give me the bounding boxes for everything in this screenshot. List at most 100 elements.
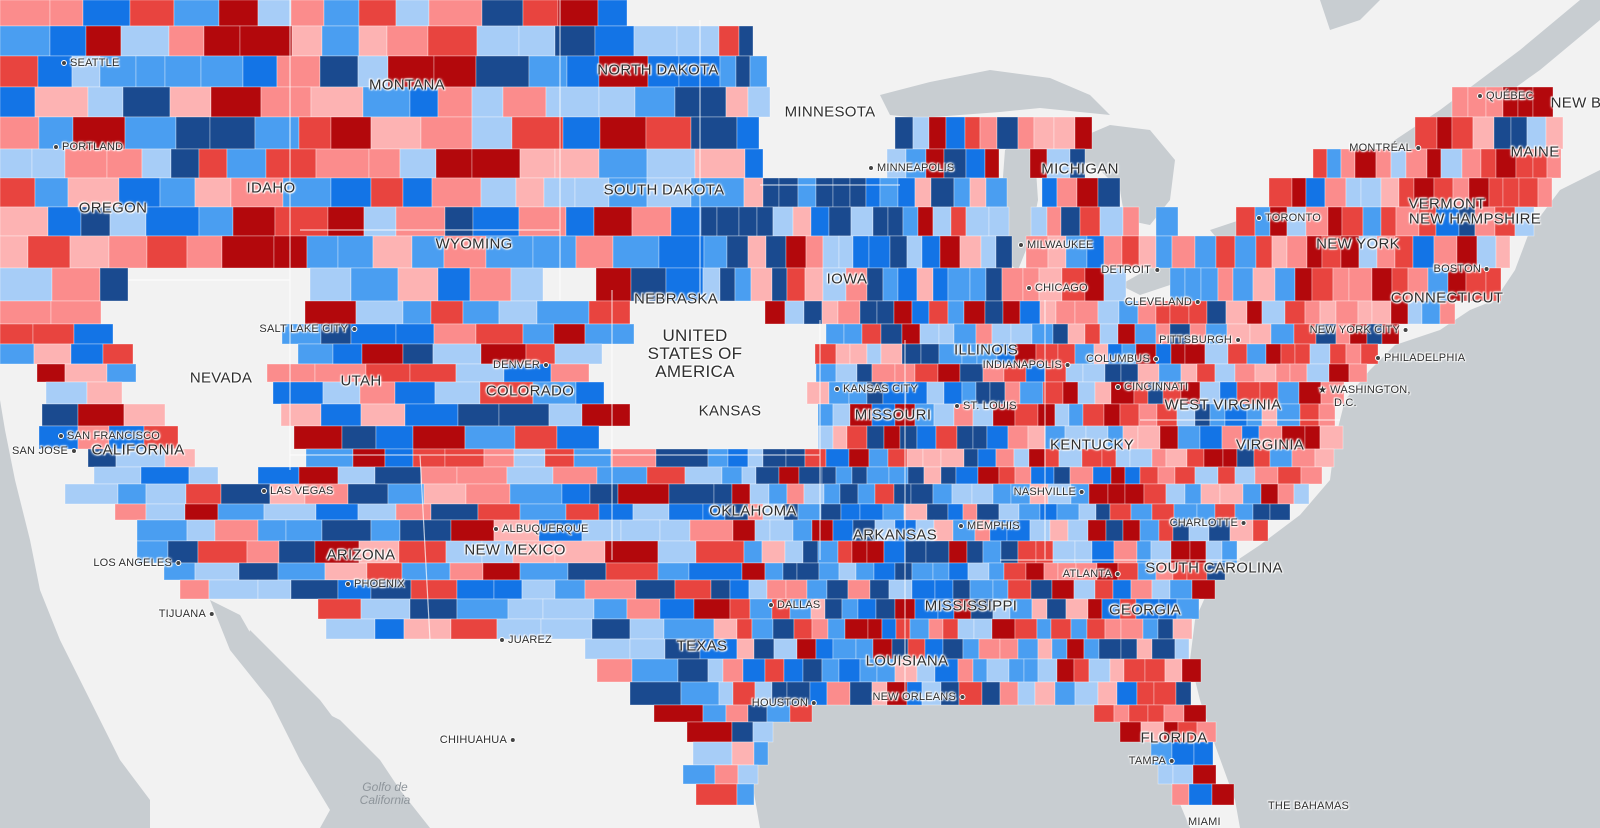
- county-polygon[interactable]: [899, 425, 918, 450]
- county-polygon[interactable]: [845, 267, 868, 302]
- county-polygon[interactable]: [67, 177, 120, 208]
- county-polygon[interactable]: [992, 483, 1012, 505]
- county-polygon[interactable]: [1232, 267, 1254, 302]
- county-polygon[interactable]: [214, 519, 259, 542]
- county-polygon[interactable]: [620, 519, 661, 542]
- county-polygon[interactable]: [1155, 300, 1171, 325]
- county-polygon[interactable]: [1340, 235, 1360, 269]
- county-polygon[interactable]: [1037, 638, 1053, 660]
- county-polygon[interactable]: [975, 381, 991, 405]
- county-polygon[interactable]: [1234, 235, 1257, 269]
- county-polygon[interactable]: [594, 25, 635, 57]
- county-polygon[interactable]: [1067, 519, 1089, 542]
- county-polygon[interactable]: [124, 116, 177, 150]
- county-polygon[interactable]: [1014, 343, 1037, 365]
- county-polygon[interactable]: [725, 86, 749, 118]
- county-polygon[interactable]: [893, 483, 912, 505]
- county-polygon[interactable]: [257, 466, 300, 485]
- county-polygon[interactable]: [1280, 343, 1296, 365]
- county-polygon[interactable]: [947, 267, 971, 302]
- county-polygon[interactable]: [907, 638, 926, 660]
- county-polygon[interactable]: [115, 448, 166, 468]
- county-polygon[interactable]: [1184, 267, 1202, 302]
- county-polygon[interactable]: [1029, 519, 1051, 542]
- county-polygon[interactable]: [1053, 466, 1071, 485]
- county-polygon[interactable]: [290, 579, 339, 600]
- county-polygon[interactable]: [852, 235, 870, 269]
- county-polygon[interactable]: [797, 503, 822, 521]
- county-polygon[interactable]: [914, 403, 935, 427]
- county-polygon[interactable]: [631, 658, 679, 683]
- county-polygon[interactable]: [1204, 343, 1229, 365]
- county-polygon[interactable]: [866, 381, 884, 405]
- county-polygon[interactable]: [766, 579, 787, 600]
- county-polygon[interactable]: [510, 267, 544, 302]
- county-polygon[interactable]: [363, 206, 397, 237]
- county-polygon[interactable]: [969, 579, 994, 600]
- county-polygon[interactable]: [145, 483, 187, 505]
- county-polygon[interactable]: [1194, 466, 1219, 485]
- county-polygon[interactable]: [802, 540, 819, 564]
- county-polygon[interactable]: [444, 206, 474, 237]
- county-polygon[interactable]: [1096, 562, 1119, 581]
- county-polygon[interactable]: [399, 519, 452, 542]
- county-polygon[interactable]: [232, 206, 276, 237]
- county-polygon[interactable]: [1008, 658, 1025, 683]
- county-polygon[interactable]: [1435, 206, 1460, 237]
- county-polygon[interactable]: [742, 658, 766, 683]
- county-polygon[interactable]: [1241, 425, 1260, 450]
- county-polygon[interactable]: [938, 343, 963, 365]
- county-polygon[interactable]: [886, 148, 907, 179]
- county-polygon[interactable]: [1025, 562, 1045, 581]
- county-polygon[interactable]: [926, 381, 945, 405]
- county-polygon[interactable]: [689, 519, 734, 542]
- county-polygon[interactable]: [358, 0, 397, 27]
- county-polygon[interactable]: [27, 235, 71, 269]
- county-polygon[interactable]: [185, 483, 222, 505]
- county-polygon[interactable]: [1281, 425, 1306, 450]
- county-polygon[interactable]: [1171, 235, 1196, 269]
- county-polygon[interactable]: [1177, 425, 1201, 450]
- county-polygon[interactable]: [0, 206, 49, 237]
- county-polygon[interactable]: [358, 540, 400, 564]
- county-polygon[interactable]: [991, 323, 1012, 345]
- county-polygon[interactable]: [370, 177, 404, 208]
- county-polygon[interactable]: [657, 540, 697, 564]
- county-polygon[interactable]: [257, 0, 292, 27]
- county-polygon[interactable]: [837, 300, 861, 325]
- county-polygon[interactable]: [754, 681, 773, 706]
- county-polygon[interactable]: [957, 658, 974, 683]
- county-polygon[interactable]: [0, 235, 29, 269]
- county-polygon[interactable]: [765, 235, 787, 269]
- county-polygon[interactable]: [937, 598, 955, 620]
- county-polygon[interactable]: [1427, 267, 1449, 302]
- county-polygon[interactable]: [804, 267, 824, 302]
- county-polygon[interactable]: [575, 381, 605, 405]
- county-polygon[interactable]: [965, 148, 986, 179]
- county-polygon[interactable]: [880, 343, 903, 365]
- county-polygon[interactable]: [825, 448, 850, 468]
- county-polygon[interactable]: [1196, 503, 1216, 521]
- county-polygon[interactable]: [887, 206, 904, 237]
- county-polygon[interactable]: [835, 466, 853, 485]
- county-polygon[interactable]: [727, 448, 749, 468]
- county-polygon[interactable]: [827, 618, 846, 640]
- county-polygon[interactable]: [420, 116, 473, 150]
- county-polygon[interactable]: [874, 483, 895, 505]
- county-polygon[interactable]: [1057, 343, 1076, 365]
- county-polygon[interactable]: [676, 25, 720, 57]
- county-polygon[interactable]: [1319, 300, 1337, 325]
- county-polygon[interactable]: [584, 323, 635, 345]
- county-polygon[interactable]: [1068, 403, 1084, 427]
- county-polygon[interactable]: [1046, 206, 1062, 237]
- county-polygon[interactable]: [49, 0, 84, 27]
- county-polygon[interactable]: [1122, 425, 1139, 450]
- county-polygon[interactable]: [1104, 618, 1122, 640]
- county-polygon[interactable]: [861, 323, 882, 345]
- county-polygon[interactable]: [930, 177, 955, 208]
- county-polygon[interactable]: [882, 503, 905, 521]
- county-polygon[interactable]: [713, 483, 733, 505]
- county-polygon[interactable]: [1058, 448, 1083, 468]
- county-polygon[interactable]: [1122, 206, 1140, 237]
- county-polygon[interactable]: [85, 25, 122, 57]
